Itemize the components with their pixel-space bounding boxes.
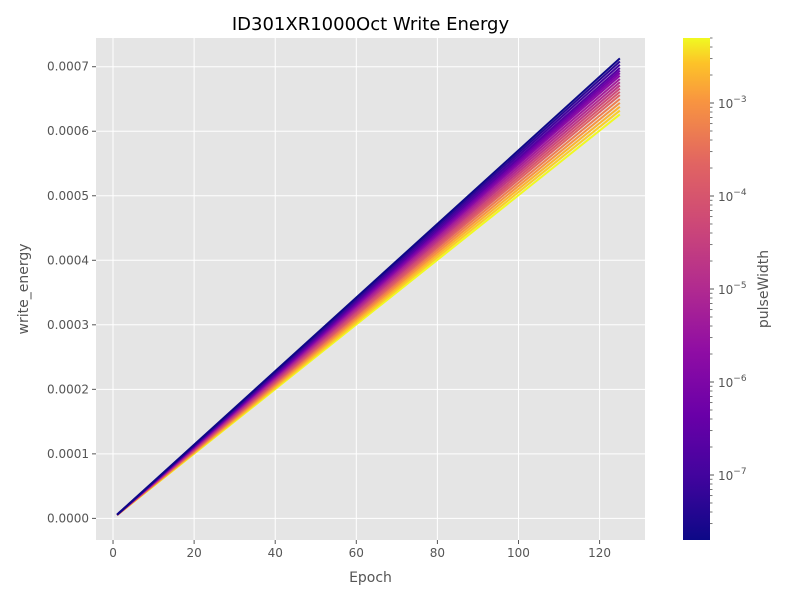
x-tick-label: 20 [186, 546, 201, 560]
y-axis-label: write_energy [16, 244, 32, 335]
y-tick-label: 0.0005 [47, 189, 89, 203]
grid-lines [96, 38, 645, 540]
x-tick-label: 40 [268, 546, 283, 560]
colorbar-tick-exponent: −5 [733, 281, 746, 291]
chart-title: ID301XR1000Oct Write Energy [232, 14, 510, 35]
y-tick-label: 0.0001 [47, 447, 89, 461]
colorbar-tick-exponent: −3 [733, 95, 746, 105]
y-tick-label: 0.0004 [47, 253, 89, 267]
series-lines [116, 57, 621, 516]
y-tick-label: 0.0007 [47, 60, 89, 74]
y-tick-label: 0.0002 [47, 382, 89, 396]
y-tick-label: 0.0000 [47, 511, 89, 525]
colorbar-tick-exponent: −4 [733, 188, 747, 198]
x-tick-label: 120 [588, 546, 611, 560]
x-tick-label: 80 [430, 546, 445, 560]
y-tick-label: 0.0003 [47, 318, 89, 332]
x-axis-label: Epoch [349, 570, 392, 586]
x-tick-label: 100 [507, 546, 530, 560]
colorbar-tick-exponent: −7 [733, 467, 746, 477]
x-axis-ticks: 0 20 40 60 80 100 120 [109, 540, 611, 560]
colorbar-label: pulseWidth [756, 250, 772, 328]
colorbar-tick-exponent: −6 [733, 374, 747, 384]
colorbar [683, 38, 710, 540]
x-tick-label: 60 [349, 546, 364, 560]
y-axis-ticks: 0.0000 0.0001 0.0002 0.0003 0.0004 0.0005 0.00… [47, 60, 96, 525]
x-tick-label: 0 [109, 546, 117, 560]
series-line [116, 57, 621, 516]
y-tick-label: 0.0006 [47, 124, 89, 138]
